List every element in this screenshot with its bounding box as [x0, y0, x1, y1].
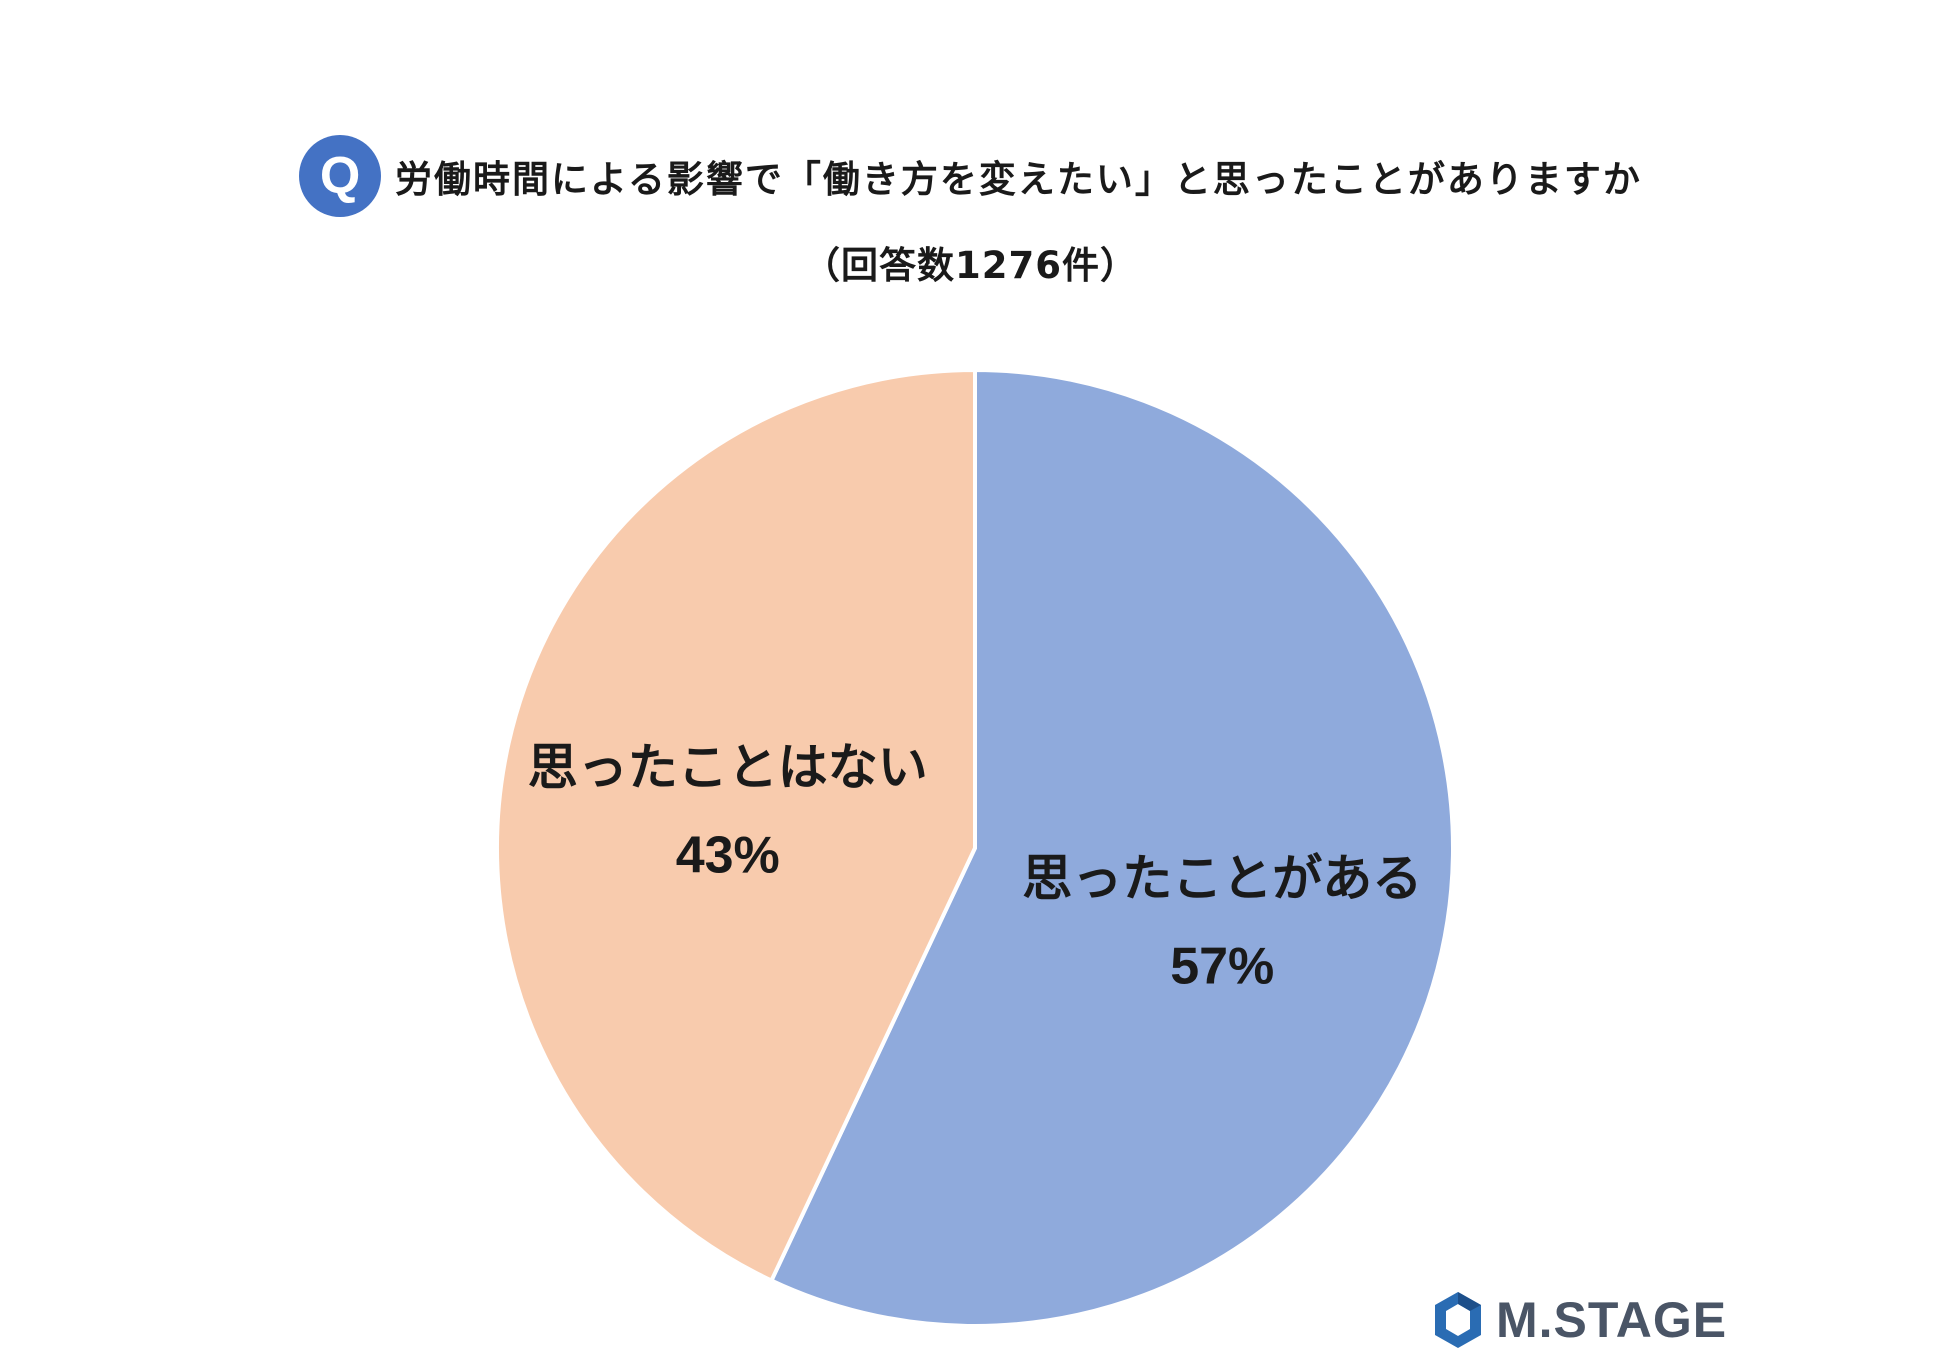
chart-header: Q 労働時間による影響で「働き方を変えたい」と思ったことがありますか （回答数1…: [0, 135, 1941, 289]
logo-text: M.STAGE: [1496, 1292, 1728, 1348]
pie-slice-1: [495, 367, 977, 1284]
mstage-logo: M.STAGE: [1432, 1290, 1727, 1350]
pie-labels: 思ったことがある 57% 思ったことはない 43%: [528, 739, 1422, 996]
slice-value-1: 43%: [676, 827, 780, 885]
title-row: Q 労働時間による影響で「働き方を変えたい」と思ったことがありますか: [299, 135, 1642, 217]
pie-slice-0: [768, 367, 1455, 1328]
question-badge-icon: Q: [299, 135, 382, 217]
chart-subtitle: （回答数1276件）: [803, 244, 1138, 287]
chart-title: 労働時間による影響で「働き方を変えたい」と思ったことがありますか: [395, 158, 1642, 201]
pie-slices: [495, 367, 1455, 1328]
slice-value-0: 57%: [1170, 937, 1274, 995]
slice-label-0: 思ったことがある: [1022, 849, 1422, 907]
hexagon-logo-icon: [1435, 1292, 1481, 1348]
slice-label-1: 思ったことはない: [528, 739, 928, 797]
